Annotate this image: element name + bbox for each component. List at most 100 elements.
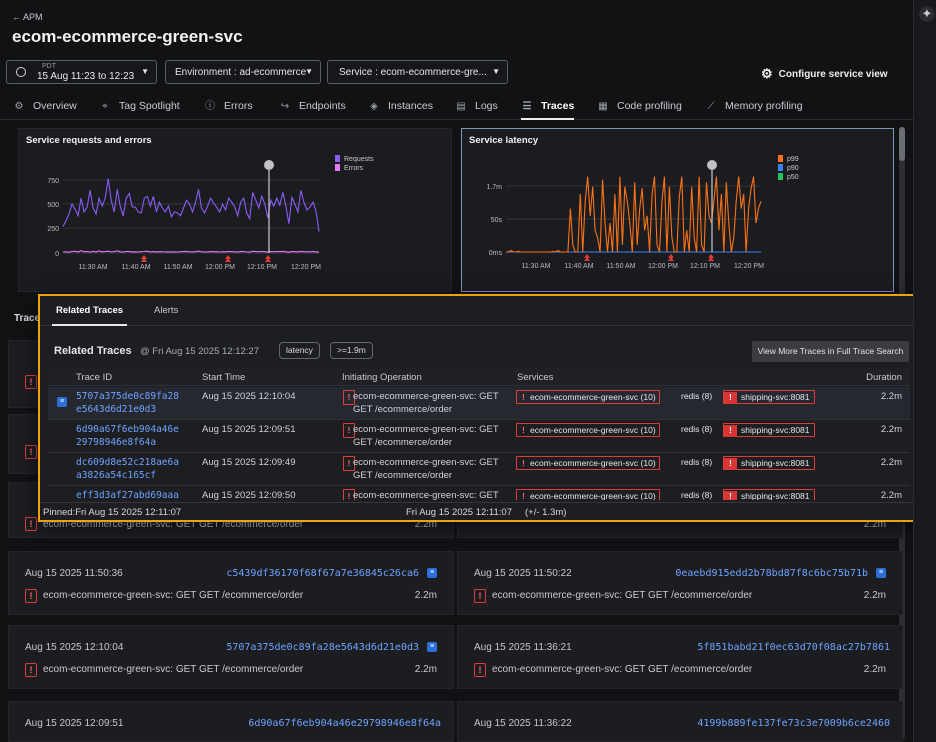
legend-item[interactable]: p99 bbox=[778, 155, 799, 164]
error-icon: ! bbox=[724, 392, 737, 404]
trace-id-part[interactable]: 5707a375de0c89fa28 bbox=[76, 391, 179, 402]
tab-overview[interactable]: ⚙ Overview bbox=[13, 92, 77, 120]
trace-card[interactable]: Aug 15 2025 11:36:22 4199b889fe137fe73c3e… bbox=[457, 701, 903, 742]
table-row[interactable]: ≡ 5707a375de0c89fa28 e5643d6d21e0d3 Aug 15 … bbox=[48, 387, 910, 420]
trace-id-part[interactable]: 29798946e8f64a bbox=[76, 437, 157, 448]
trace-id-part[interactable]: e5643d6d21e0d3 bbox=[76, 404, 157, 415]
service-badge[interactable]: redis (8) bbox=[681, 457, 713, 467]
column-header[interactable]: Duration bbox=[866, 372, 902, 383]
table-row[interactable]: dc609d8e52c218ae6a a3826a54c165cf Aug 15 2… bbox=[48, 453, 910, 486]
filter-pill-threshold[interactable]: >=1.9m bbox=[330, 342, 373, 359]
tab-errors[interactable]: ⓘ Errors bbox=[204, 92, 253, 120]
tab-tag-spotlight[interactable]: ⌖ Tag Spotlight bbox=[99, 92, 180, 120]
trace-duration: 2.2m bbox=[414, 664, 437, 675]
service-badge[interactable]: redis (8) bbox=[681, 424, 713, 434]
service-latency-chart[interactable]: Service latency p99 p90 p50 1.7m 50s 0ms 11… bbox=[461, 128, 894, 292]
view-more-traces-button[interactable]: View More Traces in Full Trace Search bbox=[752, 341, 909, 362]
tab-label: Instances bbox=[388, 100, 433, 112]
legend-item[interactable]: Errors bbox=[335, 164, 374, 173]
trace-card[interactable]: Aug 15 2025 12:09:51 6d90a67f6eb904a46e29… bbox=[8, 701, 454, 742]
table-row[interactable]: 6d90a67f6eb904a46e 29798946e8f64a Aug 15 2… bbox=[48, 420, 910, 453]
trace-id-link[interactable]: 5f851babd21f0ec63d70f08ac27b7861 bbox=[697, 642, 890, 653]
tab-traces[interactable]: ☰ Traces bbox=[521, 92, 575, 120]
service-badge[interactable]: redis (8) bbox=[681, 490, 713, 500]
trace-card[interactable]: Aug 15 2025 11:36:21 5f851babd21f0ec63d70… bbox=[457, 625, 903, 689]
service-badge[interactable]: ! ecom-ecommerce-green-svc (10) bbox=[516, 456, 660, 470]
tab-logs[interactable]: ▤ Logs bbox=[455, 92, 498, 120]
requests-chart-svg: 750 500 250 0 11:30 AM 11:40 AM 11:50 AM 12:00 … bbox=[47, 160, 321, 271]
configure-service-view-button[interactable]: ⚙ Configure service view bbox=[761, 66, 888, 82]
tab-label: Memory profiling bbox=[725, 100, 803, 112]
document-icon[interactable]: ≡ bbox=[876, 568, 886, 578]
logs-icon: ▤ bbox=[456, 101, 466, 112]
operation-line: GET /ecommerce/order bbox=[353, 437, 453, 448]
trace-id-link[interactable]: 6d90a67f6eb904a46e 29798946e8f64a bbox=[76, 423, 191, 449]
trace-id-part[interactable]: eff3d3af27abd69aaa bbox=[76, 490, 179, 500]
tab-endpoints[interactable]: ↪ Endpoints bbox=[279, 92, 346, 120]
service-badge[interactable]: ! ecom-ecommerce-green-svc (10) bbox=[516, 489, 660, 500]
popup-heading: Related Traces bbox=[54, 345, 132, 357]
trace-start-time: Aug 15 2025 11:50:22 bbox=[474, 568, 572, 579]
trace-id-link[interactable]: dc609d8e52c218ae6a a3826a54c165cf bbox=[76, 456, 191, 482]
tab-memory-profiling[interactable]: ⟋ Memory profiling bbox=[705, 92, 803, 120]
legend-item[interactable]: p50 bbox=[778, 173, 799, 182]
time-range-picker[interactable]: PDT 15 Aug 11:23 to 12:23 ▼ bbox=[6, 60, 157, 84]
tab-related-traces[interactable]: Related Traces bbox=[52, 296, 128, 326]
service-label: shipping-svc:8081 bbox=[741, 458, 810, 468]
trace-card[interactable]: Aug 15 2025 12:10:04 5707a375de0c89fa28e5… bbox=[8, 625, 454, 689]
trace-id-link[interactable]: 5707a375de0c89fa28e5643d6d21e0d3 bbox=[226, 642, 419, 653]
filter-pill-latency[interactable]: latency bbox=[279, 342, 320, 359]
back-label[interactable]: APM bbox=[23, 12, 43, 22]
initiating-operation: ecom-ecommerce-green-svc: GET GET /ecomme… bbox=[353, 390, 513, 416]
service-badge[interactable]: ! shipping-svc:8081 bbox=[723, 423, 815, 437]
column-header[interactable]: Start Time bbox=[202, 372, 246, 383]
trace-id-part[interactable]: dc609d8e52c218ae6a bbox=[76, 457, 179, 468]
service-label: shipping-svc:8081 bbox=[741, 491, 810, 500]
document-icon[interactable]: ≡ bbox=[427, 568, 437, 578]
tab-alerts[interactable]: Alerts bbox=[154, 305, 179, 316]
legend-item[interactable]: p90 bbox=[778, 164, 799, 173]
tab-code-profiling[interactable]: ▦ Code profiling bbox=[597, 92, 682, 120]
trace-card[interactable]: Aug 15 2025 11:50:22 0eaebd915edd2b78bd87… bbox=[457, 551, 903, 615]
error-icon: ! bbox=[522, 459, 525, 468]
scrollbar-thumb[interactable] bbox=[899, 127, 905, 161]
x-tick-label: 12:20 PM bbox=[291, 264, 321, 271]
column-header[interactable]: Services bbox=[517, 372, 554, 383]
trace-id-link[interactable]: eff3d3af27abd69aaa bbox=[76, 489, 191, 500]
environment-select[interactable]: Environment : ad-ecommerce ▼ bbox=[165, 60, 321, 84]
document-icon[interactable]: ≡ bbox=[57, 397, 67, 407]
legend-item[interactable]: Requests bbox=[335, 155, 374, 164]
center-time: Fri Aug 15 2025 12:11:07 bbox=[406, 507, 512, 518]
column-header[interactable]: Trace ID bbox=[76, 372, 113, 383]
trace-id-part[interactable]: a3826a54c165cf bbox=[76, 470, 157, 481]
trace-id-link[interactable]: c5439df36170f68f67a7e36845c26ca6 bbox=[226, 568, 419, 579]
trace-id-part[interactable]: 6d90a67f6eb904a46e bbox=[76, 424, 179, 435]
service-select[interactable]: Service : ecom-ecommerce-gre... ▼ bbox=[327, 60, 508, 84]
operation-line: GET /ecommerce/order bbox=[353, 470, 453, 481]
document-icon[interactable]: ≡ bbox=[427, 642, 437, 652]
service-badge[interactable]: ! shipping-svc:8081 bbox=[723, 456, 815, 470]
trace-id-link[interactable]: 5707a375de0c89fa28 e5643d6d21e0d3 bbox=[76, 390, 191, 416]
table-row[interactable]: eff3d3af27abd69aaa Aug 15 2025 12:09:50! e… bbox=[48, 486, 910, 500]
x-tick-label: 12:00 PM bbox=[648, 263, 678, 270]
error-icon: ! bbox=[343, 390, 355, 405]
column-header[interactable]: Initiating Operation bbox=[342, 372, 422, 383]
requests-errors-chart[interactable]: Service requests and errors Requests Err… bbox=[18, 128, 452, 292]
trace-id-link[interactable]: 6d90a67f6eb904a46e29798946e8f64a bbox=[248, 718, 441, 729]
trace-id-link[interactable]: 4199b889fe137fe73c3e7009b6ce2460 bbox=[697, 718, 890, 729]
service-badge[interactable]: redis (8) bbox=[681, 391, 713, 401]
service-badge[interactable]: ! ecom-ecommerce-green-svc (10) bbox=[516, 423, 660, 437]
trace-card[interactable]: Aug 15 2025 11:50:36 c5439df36170f68f67a7… bbox=[8, 551, 454, 615]
y-tick-label: 50s bbox=[491, 217, 503, 224]
service-badge[interactable]: ! shipping-svc:8081 bbox=[723, 489, 815, 500]
trace-duration: 2.2m bbox=[414, 519, 437, 530]
back-link[interactable]: ← APM bbox=[12, 12, 43, 22]
duration: 2.2m bbox=[880, 490, 902, 500]
time-range-value: 15 Aug 11:23 to 12:23 bbox=[37, 71, 135, 82]
ai-assistant-icon[interactable]: ✦ bbox=[919, 6, 935, 22]
service-badge[interactable]: ! ecom-ecommerce-green-svc (10) bbox=[516, 390, 660, 404]
trace-id-link[interactable]: 0eaebd915edd2b78bd87f8c6bc75b71b bbox=[675, 568, 868, 579]
tab-instances[interactable]: ◈ Instances bbox=[368, 92, 433, 120]
service-label: shipping-svc:8081 bbox=[741, 425, 810, 435]
service-badge[interactable]: ! shipping-svc:8081 bbox=[723, 390, 815, 404]
